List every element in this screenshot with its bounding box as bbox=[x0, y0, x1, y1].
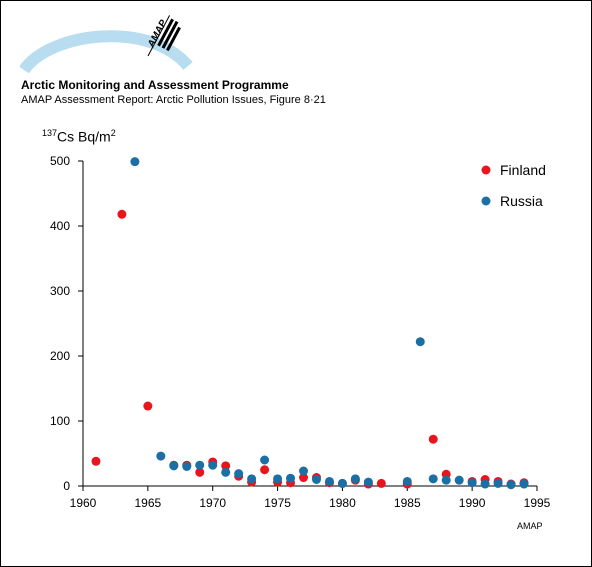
series-russia bbox=[130, 157, 529, 490]
data-point-russia bbox=[415, 337, 425, 347]
series-finland bbox=[91, 209, 529, 489]
x-tick-label: 1985 bbox=[394, 496, 421, 510]
data-point-russia bbox=[130, 157, 140, 167]
data-point-russia bbox=[299, 466, 309, 476]
x-tick-label: 1980 bbox=[329, 496, 356, 510]
amap-credit: AMAP bbox=[517, 521, 543, 531]
y-label-main: Cs Bq/m bbox=[57, 128, 111, 145]
data-point-russia bbox=[156, 451, 166, 461]
y-tick-label: 100 bbox=[50, 414, 70, 428]
legend-label-finland: Finland bbox=[500, 162, 546, 178]
data-point-russia bbox=[428, 474, 438, 484]
data-point-finland bbox=[91, 456, 101, 466]
data-point-russia bbox=[195, 460, 205, 470]
data-point-russia bbox=[273, 474, 283, 484]
data-point-russia bbox=[169, 461, 179, 471]
data-point-finland bbox=[260, 465, 270, 475]
data-point-russia bbox=[441, 475, 451, 485]
data-point-russia bbox=[182, 462, 192, 471]
data-point-finland bbox=[221, 461, 231, 471]
data-point-russia bbox=[311, 475, 321, 484]
data-point-russia bbox=[208, 460, 218, 470]
x-tick-label: 1995 bbox=[524, 496, 551, 510]
legend-marker-finland bbox=[481, 165, 491, 175]
data-point-finland bbox=[195, 467, 205, 477]
data-point-russia bbox=[493, 478, 503, 488]
x-tick-label: 1965 bbox=[135, 496, 162, 510]
logo-arc bbox=[20, 30, 193, 74]
y-label-superscript-isotope: 137 bbox=[42, 128, 58, 138]
legend: Finland Russia bbox=[481, 162, 546, 209]
data-point-russia bbox=[480, 479, 490, 489]
data-point-finland bbox=[428, 434, 438, 444]
data-point-russia bbox=[467, 478, 477, 488]
y-tick-label: 0 bbox=[63, 479, 70, 493]
y-tick-label: 400 bbox=[50, 219, 70, 233]
data-point-finland bbox=[117, 209, 127, 219]
header-title: Arctic Monitoring and Assessment Program… bbox=[21, 78, 289, 92]
legend-label-russia: Russia bbox=[500, 193, 543, 209]
x-tick-label: 1975 bbox=[264, 496, 291, 510]
data-point-finland bbox=[143, 401, 153, 411]
data-point-finland bbox=[299, 473, 309, 483]
data-point-russia bbox=[402, 476, 412, 486]
x-tick-label: 1970 bbox=[199, 496, 226, 510]
data-point-russia bbox=[519, 479, 529, 489]
data-point-finland bbox=[376, 478, 386, 488]
data-point-russia bbox=[234, 469, 244, 479]
y-tick-label: 300 bbox=[50, 284, 70, 298]
axes: 0 100 200 300 400 500 1960 1965 1970 1975 1980 1985… bbox=[50, 154, 551, 510]
data-point-russia bbox=[286, 473, 296, 483]
data-point-russia bbox=[350, 474, 360, 484]
data-point-russia bbox=[221, 467, 231, 477]
data-points bbox=[91, 157, 529, 490]
x-tick-label: 1990 bbox=[459, 496, 486, 510]
data-point-russia bbox=[260, 455, 270, 465]
y-tick-label: 500 bbox=[50, 154, 70, 168]
y-axis-label: 137Cs Bq/m2 bbox=[42, 128, 116, 145]
data-point-russia bbox=[454, 475, 464, 485]
data-point-russia bbox=[363, 477, 373, 487]
legend-marker-russia bbox=[481, 196, 491, 206]
y-label-superscript-unit: 2 bbox=[110, 128, 116, 138]
x-tick-label: 1960 bbox=[70, 496, 97, 510]
data-point-russia bbox=[324, 476, 334, 486]
data-point-russia bbox=[247, 474, 257, 484]
data-point-russia bbox=[506, 480, 516, 490]
header-subtitle: AMAP Assessment Report: Arctic Pollution… bbox=[21, 94, 326, 106]
y-tick-label: 200 bbox=[50, 349, 70, 363]
amap-logo: AMAP bbox=[20, 15, 193, 74]
data-point-russia bbox=[337, 478, 347, 488]
